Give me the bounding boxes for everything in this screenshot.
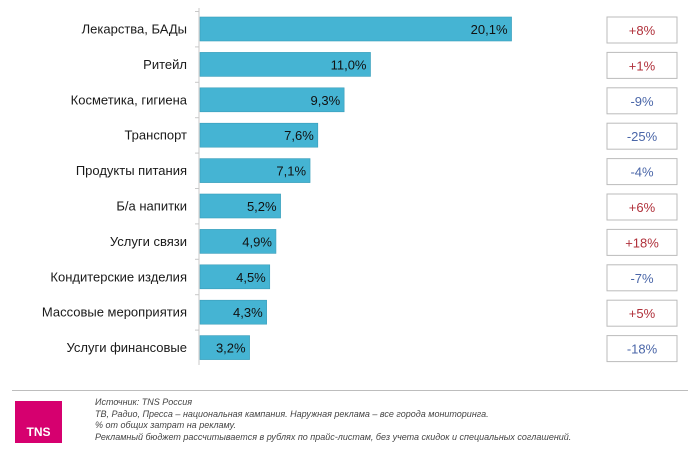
change-label: -9% — [630, 94, 654, 109]
bar-chart: Лекарства, БАДы 20,1% +8% Ритейл 11,0% +1% Кос… — [42, 8, 678, 365]
value-label: 4,9% — [242, 234, 272, 249]
change-box — [606, 335, 678, 363]
value-label: 7,1% — [276, 164, 306, 179]
bar — [199, 229, 277, 254]
value-label: 7,6% — [284, 128, 314, 143]
value-label: 3,2% — [216, 341, 246, 356]
change-box — [606, 122, 678, 150]
change-box — [606, 51, 678, 79]
bar — [199, 122, 319, 148]
change-box — [606, 264, 678, 292]
bar — [199, 193, 281, 219]
category-label: Кондитерские изделия — [50, 269, 187, 284]
bar — [199, 52, 371, 77]
change-label: -25% — [627, 129, 658, 144]
change-box — [606, 193, 678, 221]
value-label: 11,0% — [331, 57, 367, 72]
change-box — [606, 87, 678, 115]
value-label: 4,5% — [236, 270, 266, 285]
category-label: Б/а напитки — [116, 199, 187, 214]
category-label: Услуги связи — [110, 234, 187, 249]
change-label: +18% — [625, 235, 659, 250]
bar — [199, 16, 512, 42]
change-box — [606, 16, 678, 44]
tns-logo: TNS — [15, 401, 62, 443]
bar — [199, 264, 271, 290]
footer-divider — [12, 390, 688, 391]
change-box — [606, 299, 678, 327]
bar — [199, 158, 311, 183]
value-label: 20,1% — [471, 22, 508, 37]
value-label: 5,2% — [247, 199, 277, 214]
category-label: Транспорт — [124, 128, 187, 143]
bar — [199, 87, 345, 113]
category-label: Косметика, гигиена — [71, 92, 188, 107]
note-budget: Рекламный бюджет рассчитывается в рублях… — [95, 431, 572, 442]
note-media: ТВ, Радио, Пресса – национальная кампани… — [95, 408, 489, 419]
category-label: Ритейл — [143, 57, 187, 72]
note-share: % от общих затрат на рекламу. — [95, 420, 236, 430]
category-label: Услуги финансовые — [67, 340, 188, 355]
bar — [199, 335, 250, 360]
change-label: +1% — [629, 58, 656, 73]
category-label: Лекарства, БАДы — [82, 22, 187, 37]
value-label: 4,3% — [233, 305, 263, 320]
change-label: -4% — [630, 165, 654, 180]
source-notes: Источник: TNS Россия ТВ, Радио, Пресса –… — [95, 397, 690, 443]
change-label: -18% — [627, 342, 658, 357]
change-label: +5% — [629, 306, 656, 321]
value-label: 9,3% — [311, 93, 341, 108]
change-box — [606, 228, 678, 256]
change-label: -7% — [630, 271, 654, 286]
category-label: Продукты питания — [76, 163, 187, 178]
note-source: Источник: TNS Россия — [95, 397, 193, 407]
change-label: +8% — [629, 23, 656, 38]
category-label: Массовые мероприятия — [42, 305, 187, 320]
bar — [199, 299, 267, 325]
change-label: +6% — [629, 200, 656, 215]
change-box — [606, 158, 678, 186]
